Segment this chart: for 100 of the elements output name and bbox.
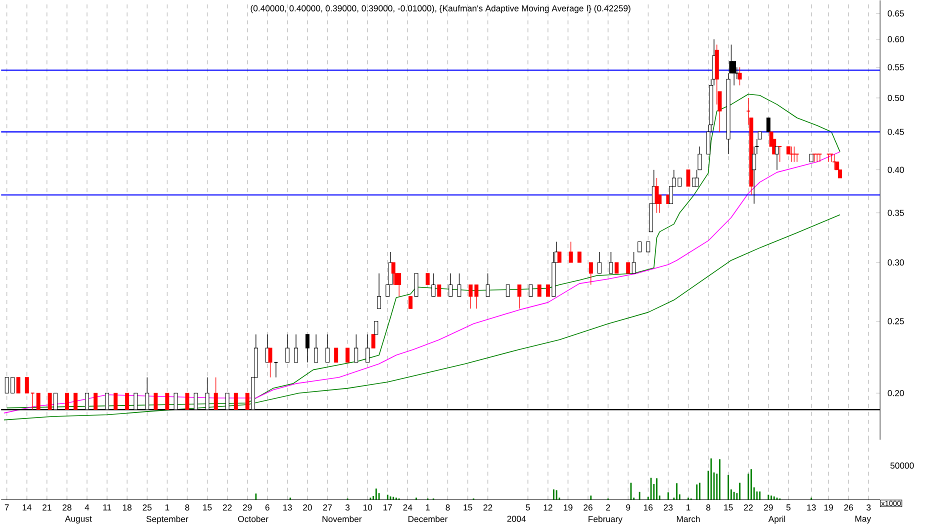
candlestick — [486, 272, 490, 297]
x-tick-label: 4 — [84, 504, 90, 510]
candlestick — [234, 392, 238, 410]
y-tick-label: 0.35 — [888, 210, 904, 216]
candlestick — [738, 66, 742, 86]
candlestick — [414, 272, 418, 297]
candlestick — [608, 251, 613, 274]
x-tick-label: 3 — [345, 504, 350, 510]
candlestick — [294, 334, 298, 363]
candlestick — [94, 392, 98, 410]
x-tick-label: 22 — [222, 504, 232, 510]
x-tick-label: 26 — [844, 504, 853, 510]
y-tick-label: 0.65 — [888, 10, 904, 16]
text: 50000 — [890, 462, 914, 469]
candlestick — [346, 348, 350, 363]
candlestick — [314, 334, 318, 363]
x-tick-label: 29 — [242, 504, 252, 510]
x2-tick-label: April — [768, 516, 786, 524]
candlestick — [568, 241, 573, 263]
y-tick-label: 0.25 — [888, 318, 904, 324]
candlestick — [24, 376, 29, 394]
candlestick — [391, 262, 396, 285]
x-tick-label: 10 — [363, 504, 372, 510]
x-tick-label: 5 — [786, 504, 790, 510]
x-tick-label: 27 — [323, 504, 332, 510]
x-tick-label: 13 — [807, 504, 816, 510]
x-tick-label: 8 — [185, 504, 190, 510]
x2-tick-label: October — [238, 516, 268, 522]
candlestick — [245, 392, 250, 410]
x-tick-label: 21 — [42, 504, 52, 510]
candlestick — [397, 272, 402, 297]
candlestick — [154, 392, 158, 410]
candlestick — [638, 241, 642, 252]
text: (0.40000, 0.40000, 0.39000, 0.39000, -0.01000), {Kaufman's Adaptive Moving Average I} (0.42259) — [250, 4, 630, 13]
candlestick — [36, 392, 40, 410]
candlestick — [74, 392, 78, 410]
candlestick — [334, 348, 338, 363]
candlestick — [775, 146, 779, 170]
candlestick — [377, 272, 382, 309]
candlestick — [214, 376, 218, 410]
x-tick-label: 6 — [265, 504, 270, 510]
candlestick — [557, 252, 562, 263]
x2-tick-label: December — [408, 516, 448, 522]
x-tick-label: 23 — [664, 504, 673, 510]
candlestick — [268, 348, 272, 378]
candlestick — [371, 334, 376, 348]
candlestick — [305, 334, 310, 363]
x-tick-label: 1 — [426, 504, 430, 510]
candlestick — [588, 262, 593, 285]
candlestick — [506, 284, 510, 297]
candlestick — [326, 334, 330, 363]
x2-tick-label: March — [676, 516, 700, 522]
x-tick-label: 12 — [544, 504, 552, 510]
x-tick-label: 24 — [403, 504, 412, 510]
candlestick — [626, 262, 630, 274]
candlestick — [354, 334, 358, 363]
x-tick-label: 15 — [464, 504, 472, 510]
x-tick-label: 8 — [706, 504, 710, 510]
candlestick — [474, 284, 478, 309]
x-tick-label: 17 — [383, 504, 392, 510]
x-tick-label: 29 — [764, 504, 773, 510]
candlestick — [374, 320, 378, 335]
candlestick — [30, 392, 35, 410]
y-tick-label: 0.55 — [888, 64, 904, 70]
x-tick-label: 15 — [724, 504, 733, 510]
candlestick — [165, 392, 170, 410]
candlestick — [654, 178, 659, 214]
x-tick-label: 19 — [564, 504, 572, 510]
y-tick-label: 0.60 — [888, 36, 904, 42]
x2-tick-label: August — [64, 516, 92, 524]
x-tick-label: 25 — [142, 504, 152, 510]
candlestick — [698, 146, 702, 170]
candlestick — [457, 272, 462, 297]
x-tick-label: 22 — [483, 504, 492, 510]
x2-tick-label: February — [588, 516, 623, 524]
x-tick-label: 22 — [744, 504, 753, 510]
candlestick — [448, 272, 453, 297]
candlestick — [577, 252, 582, 263]
x2-tick-label: 2004 — [507, 516, 526, 522]
line-series — [4, 151, 840, 414]
y-tick-label: 0.30 — [888, 259, 904, 266]
candlestick — [732, 60, 736, 86]
x-tick-label: 13 — [283, 504, 292, 510]
candlestick — [48, 392, 52, 410]
x-tick-label: 1 — [165, 504, 170, 510]
candlestick — [778, 146, 782, 162]
x-tick-label: 26 — [584, 504, 592, 510]
x-tick-label: 28 — [62, 504, 72, 510]
y-tick-label: 0.45 — [888, 128, 904, 135]
candlestick — [64, 392, 69, 410]
x-tick-label: 3 — [866, 504, 871, 510]
candlestick — [468, 284, 473, 309]
candlestick — [537, 284, 542, 297]
candlestick — [517, 284, 522, 309]
x-tick-label: 2 — [606, 504, 610, 510]
x-tick-label: 15 — [203, 504, 212, 510]
x-tick-label: 9 — [626, 504, 630, 510]
x-tick-label: 16 — [644, 504, 653, 510]
x2-tick-label: May — [855, 516, 872, 524]
x-tick-label: 8 — [446, 504, 450, 510]
